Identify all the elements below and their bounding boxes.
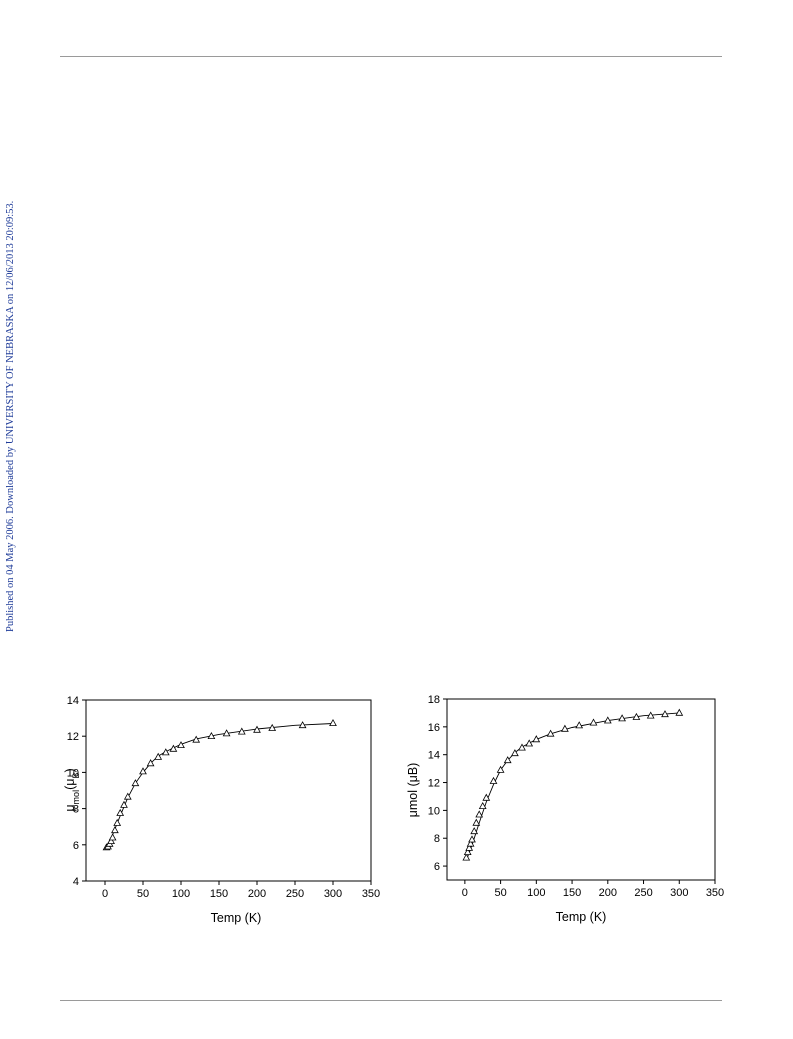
data-point xyxy=(475,810,484,818)
y-axis-title: μmol (μB) xyxy=(406,763,420,818)
data-point xyxy=(468,835,476,843)
data-point xyxy=(161,748,170,756)
data-point xyxy=(478,801,487,809)
y-tick-label: 8 xyxy=(73,804,79,816)
data-point xyxy=(253,725,261,733)
data-point xyxy=(268,723,277,731)
data-point xyxy=(108,833,117,841)
data-point xyxy=(222,729,231,737)
data-point xyxy=(237,727,246,735)
y-tick-label: 14 xyxy=(428,750,440,762)
data-point xyxy=(470,827,479,835)
data-point xyxy=(546,729,555,737)
y-tick-label: 10 xyxy=(428,805,440,817)
y-tick-label: 14 xyxy=(67,695,79,707)
data-point xyxy=(675,708,684,716)
data-point xyxy=(532,735,541,743)
x-axis-title: Temp (K) xyxy=(556,910,607,924)
data-point xyxy=(177,741,185,748)
chart-left-svg: Temp (K) μmol(μB) 0 50 100 150 200 250 300 350 4… xyxy=(63,695,380,925)
header-rule xyxy=(60,56,722,57)
data-point xyxy=(463,847,472,856)
fit-curve xyxy=(106,723,334,850)
y-axis-title: μmol(μB) xyxy=(63,768,81,811)
data-point xyxy=(207,731,216,739)
x-tick-label: 350 xyxy=(362,888,380,900)
data-point xyxy=(589,718,598,726)
data-point xyxy=(496,765,505,773)
x-tick-label: 200 xyxy=(248,888,266,900)
data-point xyxy=(466,839,475,847)
footer-rule xyxy=(60,1000,722,1001)
plot-frame xyxy=(446,698,716,881)
x-tick-label: 350 xyxy=(706,887,724,899)
data-point xyxy=(113,818,122,826)
y-tick-label: 4 xyxy=(73,876,79,888)
data-point xyxy=(120,800,128,808)
data-point xyxy=(139,767,147,775)
data-point xyxy=(503,756,512,764)
data-point xyxy=(329,718,337,726)
data-point xyxy=(511,749,519,757)
y-tick-label: 12 xyxy=(428,778,440,790)
x-tick-label: 300 xyxy=(324,888,342,900)
data-point xyxy=(462,853,471,861)
x-tick-label: 250 xyxy=(634,887,652,899)
data-point xyxy=(575,721,584,729)
data-point xyxy=(298,721,307,729)
x-tick-label: 150 xyxy=(210,888,228,900)
x-tick-label: 250 xyxy=(286,888,304,900)
data-point xyxy=(111,826,119,834)
x-tick-label: 50 xyxy=(494,887,506,899)
data-point xyxy=(154,752,163,760)
chart-right-svg: Temp (K) μmol (μB) 0 50 100 150 200 250 300 350… xyxy=(406,694,724,924)
y-tick-label: 10 xyxy=(67,767,79,779)
data-point xyxy=(489,776,498,784)
data-point xyxy=(465,843,474,851)
data-point xyxy=(632,712,641,720)
data-point xyxy=(192,735,201,743)
x-tick-label: 150 xyxy=(563,887,581,899)
data-point xyxy=(131,779,140,787)
fit-curve xyxy=(465,712,680,861)
x-tick-label: 300 xyxy=(670,887,688,899)
y-tick-label: 6 xyxy=(434,861,440,873)
x-axis-title: Temp (K) xyxy=(211,911,262,925)
publication-note: Published on 04 May 2006. Downloaded by … xyxy=(5,200,16,632)
data-point xyxy=(146,759,155,767)
plot-frame xyxy=(85,699,372,882)
x-tick-label: 100 xyxy=(172,888,190,900)
data-point xyxy=(169,744,178,752)
data-point xyxy=(472,818,481,826)
data-point xyxy=(618,714,626,722)
y-tick-label: 8 xyxy=(434,833,440,845)
data-point xyxy=(107,836,115,845)
x-tick-label: 50 xyxy=(137,888,149,900)
data-point xyxy=(525,739,534,747)
data-point xyxy=(603,716,612,724)
data-point xyxy=(518,743,526,751)
y-tick-label: 6 xyxy=(73,840,79,852)
chart-magnetic-moment-right: Temp (K) μmol (μB) 0 50 100 150 200 250 300 350… xyxy=(395,688,725,934)
data-point xyxy=(661,710,669,718)
x-tick-label: 0 xyxy=(462,887,468,899)
x-tick-label: 200 xyxy=(599,887,617,899)
y-tick-label: 12 xyxy=(67,731,79,743)
y-tick-label: 16 xyxy=(428,722,440,734)
data-point xyxy=(123,792,132,800)
data-point xyxy=(482,793,491,801)
x-tick-label: 0 xyxy=(102,888,108,900)
data-point xyxy=(561,724,569,732)
data-point xyxy=(646,711,655,719)
y-tick-label: 18 xyxy=(428,694,440,706)
data-point xyxy=(116,808,125,816)
x-tick-label: 100 xyxy=(527,887,545,899)
chart-magnetic-moment-left: Temp (K) μmol(μB) 0 50 100 150 200 250 300 350 4… xyxy=(50,688,380,934)
